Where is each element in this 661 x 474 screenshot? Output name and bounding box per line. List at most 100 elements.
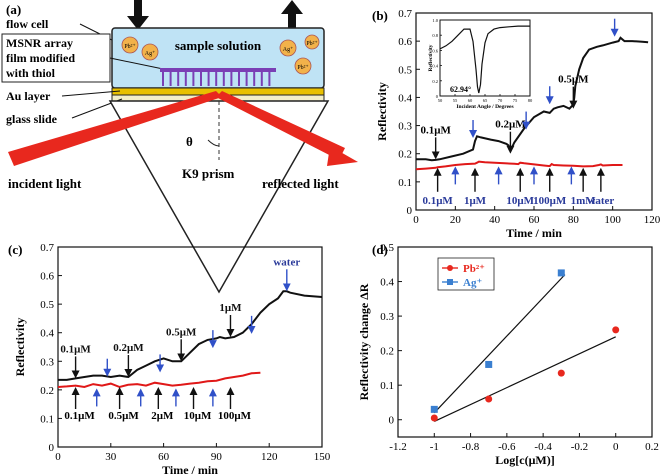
d-xtick-label: -0.2 bbox=[571, 441, 588, 453]
b-inset-xtick-label: 65 bbox=[483, 98, 488, 103]
inlet-arrow-icon bbox=[127, 0, 149, 30]
c-xtick-label: 60 bbox=[158, 451, 170, 463]
theta-arc bbox=[207, 139, 220, 147]
msnr-array-film bbox=[160, 68, 276, 86]
d-xtick-label: -1 bbox=[430, 441, 439, 453]
c-xtick-label: 150 bbox=[314, 451, 331, 463]
panel-a-schematic: (a) flow cell sample solution Pb²⁺ Ag⁺ A… bbox=[1, 0, 358, 294]
c-ylabel: Reflectivity bbox=[13, 318, 27, 377]
c-annotation-label: water bbox=[273, 256, 300, 268]
c-annotation-label: 1μM bbox=[219, 302, 242, 314]
chart-b: 0 20 40 60 80 100 120 0 0.1 0.2 0.3 0.4 0.5 0.6 0.7 Tim… bbox=[372, 8, 661, 240]
b-inset-curve bbox=[439, 25, 530, 94]
d-panel-label: (d) bbox=[372, 242, 388, 257]
b-inset-ytick-label: 0.2 bbox=[432, 79, 438, 84]
b-inset-xtick-label: 55 bbox=[453, 98, 458, 103]
msnr-leader bbox=[109, 57, 169, 71]
b-series-ag-line bbox=[415, 160, 623, 171]
c-xtick-label: 90 bbox=[211, 451, 223, 463]
d-xtick-label: 0.2 bbox=[645, 441, 659, 453]
d-ytick-label: 0.5 bbox=[380, 242, 394, 254]
b-inset-ytick-label: 0 bbox=[436, 94, 439, 99]
b-xtick-label: 100 bbox=[604, 214, 621, 226]
ion-particles: Pb²⁺ Ag⁺ Ag⁺ Pb²⁺ Pb²⁺ bbox=[121, 34, 320, 75]
c-ytick-label: 0 bbox=[49, 442, 55, 454]
msnr-label-box bbox=[1, 33, 111, 83]
b-inset-xtick-label: 70 bbox=[498, 98, 503, 103]
d-ytick-label: 0.2 bbox=[380, 346, 394, 358]
ion-pb-3-label: Pb²⁺ bbox=[306, 41, 317, 47]
b-ytick-label: 0.5 bbox=[398, 64, 412, 76]
ion-ag-1-label: Ag⁺ bbox=[145, 51, 156, 57]
reflected-light-label: reflected light bbox=[262, 176, 339, 191]
b-inset-xlabel: Incident Angle / Degrees bbox=[456, 104, 513, 110]
incident-light-label: incident light bbox=[8, 176, 82, 191]
d-legend-marker-pb bbox=[447, 265, 453, 271]
b-inset-xtick-label: 80 bbox=[528, 98, 533, 103]
outlet-arrow-icon bbox=[281, 0, 303, 30]
d-point-pb bbox=[485, 395, 493, 403]
ion-pb-1 bbox=[121, 36, 139, 54]
d-point-pb bbox=[557, 369, 565, 377]
panel-a-label: (a) bbox=[6, 2, 21, 17]
b-annotation-label: 0.2μM bbox=[495, 119, 526, 131]
ion-pb-2 bbox=[294, 57, 312, 75]
theta-label: θ bbox=[186, 134, 193, 149]
b-inset-ytick-label: 0.4 bbox=[432, 64, 438, 69]
reflected-arrow-icon bbox=[327, 146, 358, 166]
c-ytick-label: 0.5 bbox=[40, 299, 54, 311]
chart-d: -1.2 -1 -0.8 -0.6 -0.4 -0.2 0 0.2 0 0.1 0.2 0.3 0.4 0… bbox=[357, 242, 659, 467]
c-xtick-label: 30 bbox=[105, 451, 117, 463]
d-xtick-label: -1.2 bbox=[389, 441, 406, 453]
b-inset-ytick-label: 0.6 bbox=[432, 48, 438, 53]
b-inset-xtick-label: 50 bbox=[438, 98, 443, 103]
glass-slide-label: glass slide bbox=[6, 112, 58, 126]
d-point-pb bbox=[430, 414, 438, 422]
d-legend-label: Pb²⁺ bbox=[463, 263, 485, 275]
c-ytick-label: 0.1 bbox=[40, 413, 54, 425]
d-ylabel: Reflectivity change ΔR bbox=[357, 283, 371, 400]
b-series-pb-line bbox=[416, 36, 649, 162]
msnr-label-line1: MSNR array bbox=[6, 36, 73, 50]
d-ytick-label: 0.3 bbox=[380, 311, 394, 323]
ion-pb-3 bbox=[304, 34, 320, 50]
reflected-light-beam bbox=[216, 91, 345, 160]
flow-cell-chamber bbox=[111, 27, 325, 89]
sample-solution-label: sample solution bbox=[175, 38, 262, 53]
b-ytick-label: 0.3 bbox=[398, 121, 412, 133]
b-ytick-label: 0.1 bbox=[398, 177, 412, 189]
ion-pb-1-label: Pb²⁺ bbox=[124, 44, 135, 50]
b-ytick-label: 0 bbox=[407, 205, 413, 217]
msnr-label-line3: with thiol bbox=[6, 66, 56, 80]
c-annotation-label: 0.2μM bbox=[113, 342, 144, 354]
d-xlabel: Log[c(μM)] bbox=[495, 453, 554, 467]
b-bottom-label: 1μM bbox=[464, 195, 487, 207]
b-inset-angle-label: 62.94° bbox=[450, 85, 471, 94]
d-legend-marker-ag bbox=[447, 279, 453, 285]
c-xlabel: Time / min bbox=[162, 463, 218, 474]
d-point-pb bbox=[612, 326, 620, 334]
c-ytick-label: 0.6 bbox=[40, 271, 54, 283]
c-xtick-label: 120 bbox=[261, 451, 278, 463]
b-ytick-label: 0.4 bbox=[398, 92, 412, 104]
chart-c: 0 30 60 90 120 150 0 0.1 0.2 0.3 0.4 0.5 0.6 0.7 Time … bbox=[8, 242, 331, 474]
b-xtick-label: 40 bbox=[489, 214, 501, 226]
prism-label: K9 prism bbox=[182, 166, 235, 181]
ion-ag-2 bbox=[279, 39, 297, 57]
b-bottom-label: 1mM bbox=[571, 195, 597, 207]
c-annotation-label: 0.5μM bbox=[166, 326, 197, 338]
b-xtick-label: 80 bbox=[568, 214, 580, 226]
d-xtick-label: 0 bbox=[613, 441, 619, 453]
c-ytick-label: 0.7 bbox=[40, 242, 54, 254]
b-inset-ytick-label: 1.0 bbox=[432, 18, 438, 23]
b-xlabel: Time / min bbox=[506, 226, 562, 240]
b-xtick-label: 60 bbox=[529, 214, 541, 226]
d-xtick-label: -0.6 bbox=[498, 441, 516, 453]
c-plot-frame bbox=[57, 246, 323, 448]
flow-cell-label: flow cell bbox=[6, 17, 49, 31]
d-legend-label: Ag⁺ bbox=[463, 277, 482, 289]
b-xtick-label: 20 bbox=[450, 214, 462, 226]
d-point-ag bbox=[485, 360, 493, 368]
c-bottom-label: 10μM bbox=[184, 410, 212, 422]
